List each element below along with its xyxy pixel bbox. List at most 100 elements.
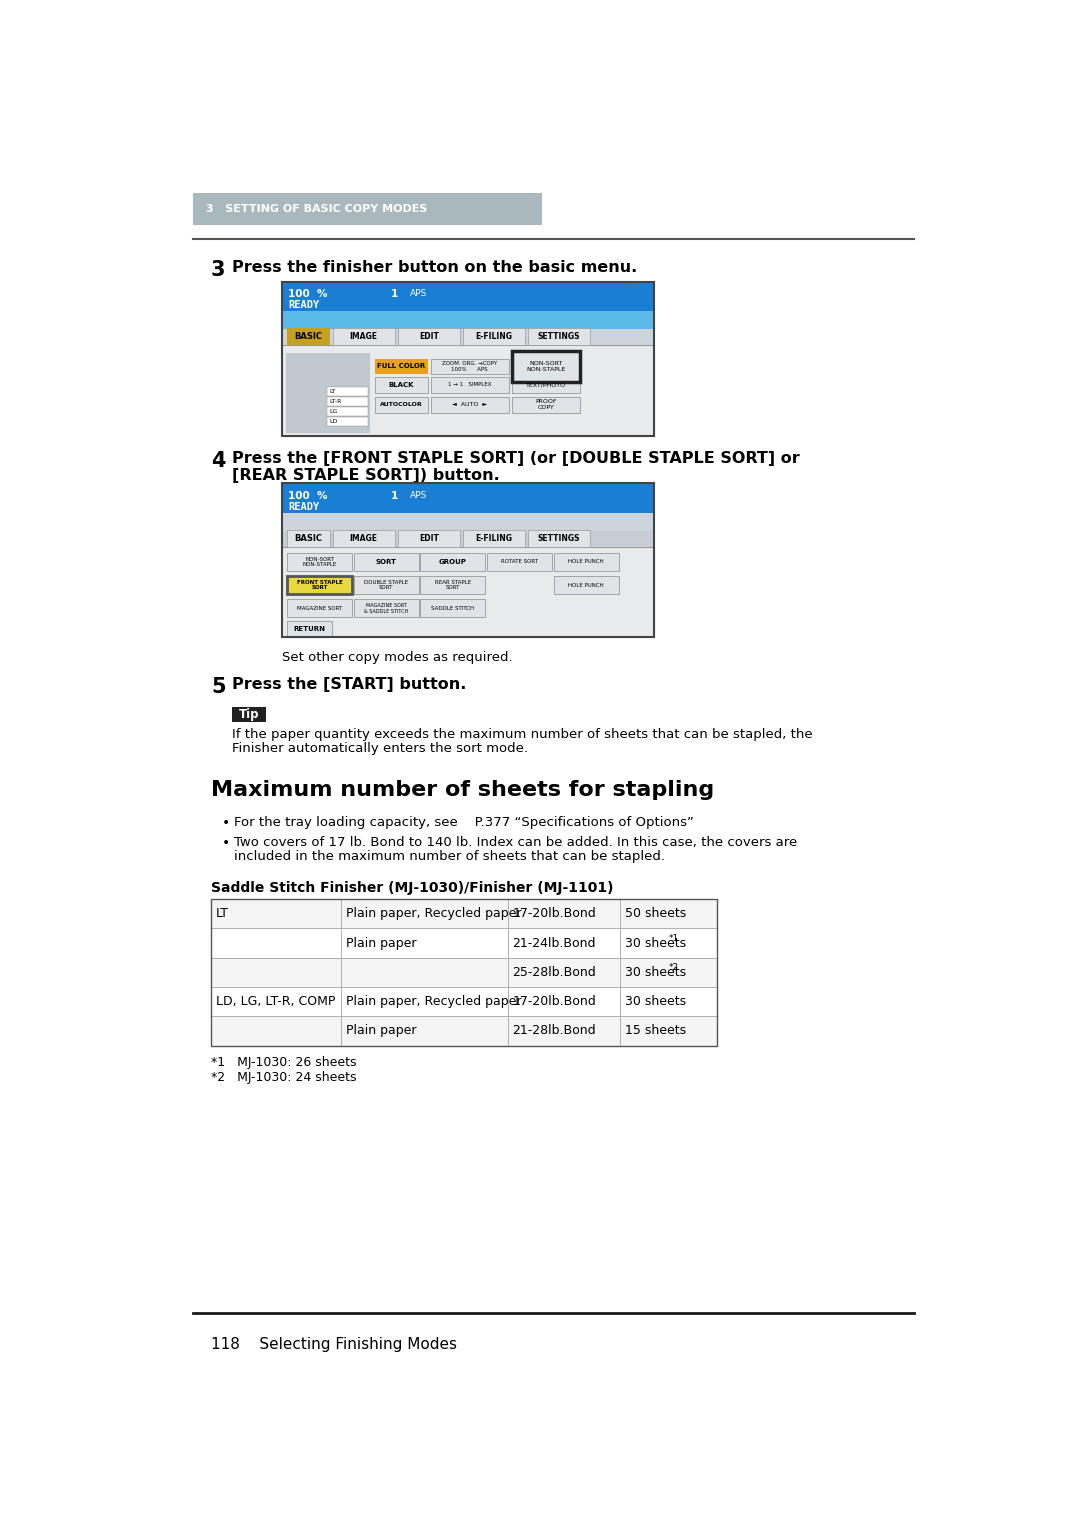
Bar: [287, 621, 332, 636]
Bar: [327, 388, 367, 395]
Text: •: •: [221, 836, 230, 850]
Bar: [487, 552, 552, 571]
Text: Plain paper: Plain paper: [346, 1024, 416, 1038]
Text: Saddle Stitch Finisher (MJ-1030)/Finisher (MJ-1101): Saddle Stitch Finisher (MJ-1030)/Finishe…: [211, 881, 613, 894]
Bar: [211, 958, 717, 987]
Bar: [287, 530, 330, 546]
Bar: [528, 328, 590, 345]
Bar: [554, 575, 619, 594]
Text: LT-R: LT-R: [329, 398, 342, 404]
Text: E-FILING: E-FILING: [475, 331, 512, 340]
Text: *1   MJ-1030: 26 sheets: *1 MJ-1030: 26 sheets: [211, 1056, 356, 1070]
Text: LT: LT: [329, 389, 336, 394]
Text: APS: APS: [410, 491, 428, 501]
Text: If the paper quantity exceeds the maximum number of sheets that can be stapled, : If the paper quantity exceeds the maximu…: [232, 728, 812, 742]
Bar: [620, 987, 717, 1016]
Text: AUTOCOLOR: AUTOCOLOR: [380, 403, 423, 407]
Bar: [420, 552, 485, 571]
Bar: [282, 282, 654, 436]
Text: E-FILING: E-FILING: [475, 534, 512, 543]
Text: *2: *2: [669, 963, 679, 972]
Text: 17-20lb.Bond: 17-20lb.Bond: [512, 908, 596, 920]
Bar: [508, 958, 620, 987]
Bar: [211, 1016, 717, 1045]
Text: *1: *1: [669, 934, 679, 943]
Text: 30 sheets: 30 sheets: [625, 966, 686, 978]
Text: 5: 5: [211, 678, 226, 697]
Text: PROOF
COPY: PROOF COPY: [535, 400, 556, 410]
Text: HOLE PUNCH: HOLE PUNCH: [568, 560, 604, 565]
Bar: [287, 552, 352, 571]
Text: GROUP: GROUP: [438, 559, 467, 565]
Text: LD, LG, LT-R, COMP: LD, LG, LT-R, COMP: [216, 995, 335, 1009]
Text: MAGAZINE SORT
& SADDLE STITCH: MAGAZINE SORT & SADDLE STITCH: [364, 603, 408, 613]
Text: REAR STAPLE
SORT: REAR STAPLE SORT: [434, 580, 471, 591]
Text: 21-28lb.Bond: 21-28lb.Bond: [512, 1024, 596, 1038]
Bar: [282, 311, 654, 436]
Text: 30 sheets: 30 sheets: [625, 995, 686, 1009]
Bar: [211, 958, 341, 987]
Text: Press the [FRONT STAPLE SORT] (or [DOUBLE STAPLE SORT] or: Press the [FRONT STAPLE SORT] (or [DOUBL…: [232, 452, 799, 465]
Bar: [287, 598, 352, 618]
Text: BASIC: BASIC: [295, 331, 323, 340]
Bar: [353, 552, 419, 571]
Bar: [211, 899, 717, 1045]
Bar: [620, 928, 717, 958]
Text: BLACK: BLACK: [389, 382, 415, 388]
Bar: [620, 1016, 717, 1045]
Text: 100  %: 100 %: [288, 491, 328, 501]
Text: IMAGE: IMAGE: [350, 331, 378, 340]
Bar: [333, 530, 394, 546]
Bar: [282, 484, 654, 513]
Text: 21-24lb.Bond: 21-24lb.Bond: [512, 937, 596, 949]
Text: 50 sheets: 50 sheets: [625, 908, 686, 920]
Text: NON-SORT
NON-STAPLE: NON-SORT NON-STAPLE: [526, 362, 565, 372]
Text: 100  %: 100 %: [288, 290, 328, 299]
Text: *2   MJ-1030: 24 sheets: *2 MJ-1030: 24 sheets: [211, 1071, 356, 1083]
Text: FRONT STAPLE
SORT: FRONT STAPLE SORT: [297, 580, 342, 591]
Text: 1 → 1   SIMPLEX: 1 → 1 SIMPLEX: [448, 383, 491, 388]
Text: Plain paper, Recycled paper: Plain paper, Recycled paper: [346, 995, 522, 1009]
Text: FULL COLOR: FULL COLOR: [378, 363, 426, 369]
Text: ZOOM  ORG. →COPY
100%      APS: ZOOM ORG. →COPY 100% APS: [442, 362, 498, 372]
Text: [REAR STAPLE SORT]) button.: [REAR STAPLE SORT]) button.: [232, 468, 500, 484]
Bar: [528, 530, 590, 546]
Bar: [397, 328, 460, 345]
Bar: [463, 530, 525, 546]
Text: 3   SETTING OF BASIC COPY MODES: 3 SETTING OF BASIC COPY MODES: [206, 204, 428, 214]
Text: 1: 1: [391, 491, 399, 501]
Bar: [282, 513, 654, 638]
Bar: [341, 899, 508, 928]
Text: ROTATE SORT: ROTATE SORT: [501, 560, 538, 565]
Bar: [431, 377, 509, 392]
Bar: [341, 987, 508, 1016]
Bar: [333, 328, 394, 345]
Bar: [286, 353, 369, 433]
Bar: [512, 377, 580, 392]
Text: IMAGE: IMAGE: [350, 534, 378, 543]
Text: SETTINGS: SETTINGS: [538, 331, 580, 340]
Bar: [508, 1016, 620, 1045]
Bar: [375, 397, 428, 412]
Bar: [211, 928, 717, 958]
Text: included in the maximum number of sheets that can be stapled.: included in the maximum number of sheets…: [234, 850, 665, 862]
Bar: [193, 194, 542, 226]
Text: ◄  AUTO  ►: ◄ AUTO ►: [453, 403, 487, 407]
Text: For the tray loading capacity, see    P.377 “Specifications of Options”: For the tray loading capacity, see P.377…: [234, 816, 694, 829]
Bar: [282, 484, 654, 638]
Bar: [282, 531, 654, 546]
Bar: [353, 598, 419, 618]
Text: MAGAZINE SORT: MAGAZINE SORT: [297, 606, 342, 610]
Bar: [282, 546, 654, 638]
Text: SETTINGS: SETTINGS: [538, 534, 580, 543]
Text: 17-20lb.Bond: 17-20lb.Bond: [512, 995, 596, 1009]
Text: TEXT/PHOTO: TEXT/PHOTO: [526, 383, 566, 388]
Bar: [211, 899, 717, 928]
Bar: [341, 928, 508, 958]
Text: BASIC: BASIC: [295, 534, 323, 543]
Text: EDIT: EDIT: [419, 331, 438, 340]
Bar: [327, 407, 367, 415]
Text: NON-SORT
NON-STAPLE: NON-SORT NON-STAPLE: [302, 557, 337, 568]
Bar: [620, 958, 717, 987]
Bar: [327, 417, 367, 426]
